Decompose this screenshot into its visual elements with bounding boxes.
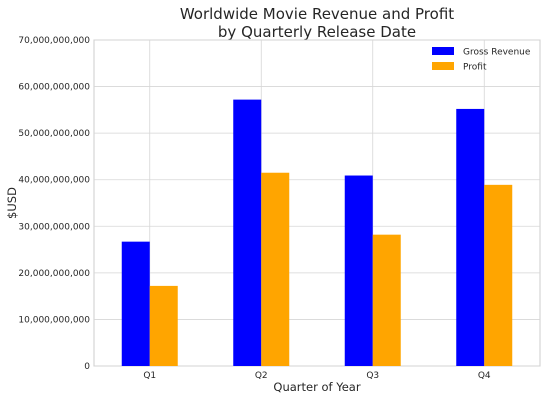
x-tick-label: Q2 xyxy=(255,371,268,381)
y-tick-label: 70,000,000,000 xyxy=(18,36,90,46)
bar-gross-revenue xyxy=(121,241,150,366)
legend-swatch xyxy=(432,62,454,70)
chart-title-line-1: Worldwide Movie Revenue and Profit xyxy=(180,5,454,23)
bar-gross-revenue xyxy=(344,175,373,366)
x-tick-label: Q1 xyxy=(143,371,156,381)
legend-swatch xyxy=(432,47,454,55)
bar-profit xyxy=(484,184,513,366)
bar-profit xyxy=(261,172,290,366)
y-tick-label: 60,000,000,000 xyxy=(18,83,90,93)
y-tick-label: 40,000,000,000 xyxy=(18,176,90,186)
y-tick-label: 20,000,000,000 xyxy=(18,269,90,279)
chart-title: Worldwide Movie Revenue and Profit by Qu… xyxy=(180,5,454,41)
bar-gross-revenue xyxy=(233,99,262,367)
y-tick-label: 10,000,000,000 xyxy=(18,315,90,325)
x-tick-label: Q3 xyxy=(366,371,379,381)
x-axis-label: Quarter of Year xyxy=(273,380,360,394)
y-axis-label: $USD xyxy=(5,187,19,219)
y-tick-label: 30,000,000,000 xyxy=(18,222,90,232)
legend-label: Gross Revenue xyxy=(463,48,531,58)
bar-profit xyxy=(372,234,401,366)
x-tick-label: Q4 xyxy=(478,371,491,381)
legend: Gross Revenue Profit xyxy=(432,47,531,73)
legend-label: Profit xyxy=(463,63,487,73)
y-tick-label: 50,000,000,000 xyxy=(18,129,90,139)
bar-gross-revenue xyxy=(456,108,485,366)
y-tick-label: 0 xyxy=(84,362,90,372)
bars xyxy=(121,99,513,367)
y-axis-ticks: 0 10,000,000,000 20,000,000,000 30,000,000,… xyxy=(18,36,90,372)
chart-title-line-2: by Quarterly Release Date xyxy=(218,23,416,41)
bar-profit xyxy=(149,285,178,366)
x-axis-ticks: Q1 Q2 Q3 Q4 xyxy=(143,371,491,381)
